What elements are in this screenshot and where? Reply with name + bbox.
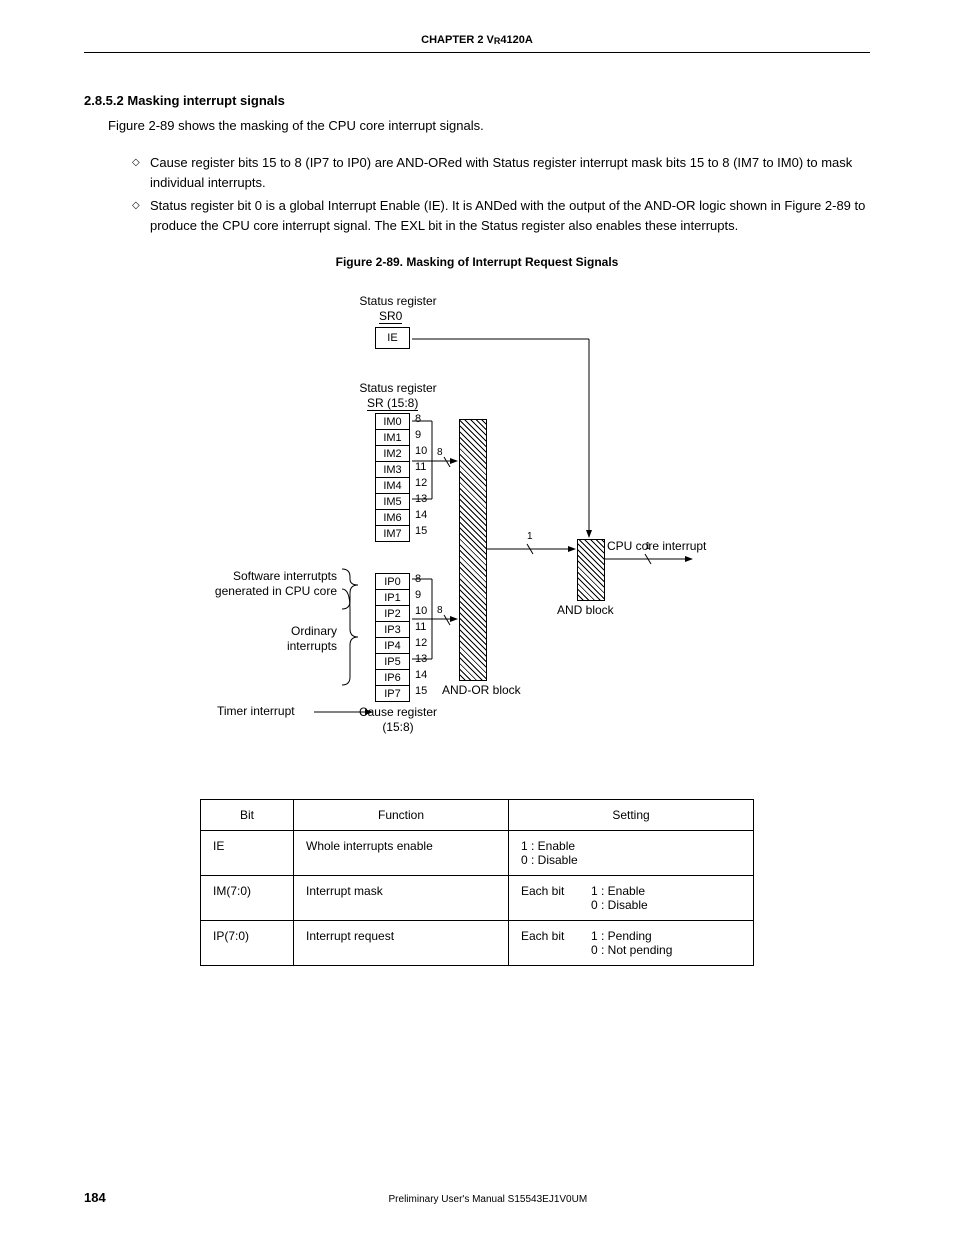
- im-box: IM0: [375, 413, 410, 430]
- timer-interrupt-label: Timer interrupt: [217, 704, 295, 718]
- ie-box: IE: [375, 327, 410, 349]
- im-box: IM5: [375, 493, 410, 510]
- ip-bit: 8: [415, 573, 421, 585]
- cpu-core-interrupt-label: CPU core interrupt: [607, 539, 706, 553]
- table-cell: Each bit 1 : Pending 0 : Not pending: [509, 921, 754, 966]
- page-header: CHAPTER 2 VR4120A: [84, 30, 870, 53]
- and-or-block: [459, 419, 487, 681]
- im-bit: 9: [415, 429, 421, 441]
- ip-bit: 14: [415, 669, 427, 681]
- im-box: IM3: [375, 461, 410, 478]
- im-bit: 8: [415, 413, 421, 425]
- table-cell: 1 : Enable 0 : Disable: [509, 831, 754, 876]
- header-chapter: CHAPTER 2 VR4120A: [421, 34, 533, 46]
- ip-bit: 9: [415, 589, 421, 601]
- header-model: 4120A: [500, 34, 532, 46]
- and-block: [577, 539, 605, 601]
- ip-box: IP3: [375, 621, 410, 638]
- cause-register-label: Cause register: [352, 705, 444, 719]
- interrupts-label: interrupts: [257, 639, 337, 653]
- table-cell: IP(7:0): [201, 921, 294, 966]
- table-row: IP(7:0) Interrupt request Each bit 1 : P…: [201, 921, 754, 966]
- ip-bit: 12: [415, 637, 427, 649]
- width-1-label: 1: [645, 541, 651, 552]
- ip-box: IP6: [375, 669, 410, 686]
- bullet-list: ◇ Cause register bits 15 to 8 (IP7 to IP…: [132, 153, 870, 235]
- im-box: IM6: [375, 509, 410, 526]
- bullet-text: Cause register bits 15 to 8 (IP7 to IP0)…: [150, 153, 870, 192]
- table-row: IE Whole interrupts enable 1 : Enable 0 …: [201, 831, 754, 876]
- width-8-label: 8: [437, 605, 443, 616]
- diamond-bullet-icon: ◇: [132, 153, 150, 192]
- section-title: 2.8.5.2 Masking interrupt signals: [84, 93, 870, 108]
- header-sub: R: [494, 36, 501, 46]
- generated-label: generated in CPU core: [197, 584, 337, 598]
- figure-title: Figure 2-89. Masking of Interrupt Reques…: [84, 255, 870, 269]
- bullet-item: ◇ Cause register bits 15 to 8 (IP7 to IP…: [132, 153, 870, 192]
- page-footer: 184 Preliminary User's Manual S15543EJ1V…: [84, 1190, 870, 1205]
- ip-box: IP0: [375, 573, 410, 590]
- ip-box: IP2: [375, 605, 410, 622]
- bit-function-table: Bit Function Setting IE Whole interrupts…: [200, 799, 754, 966]
- ip-box: IP5: [375, 653, 410, 670]
- im-box: IM7: [375, 525, 410, 542]
- interrupt-masking-diagram: Status register SR0 IE Status register S…: [197, 299, 757, 779]
- table-cell: Interrupt request: [294, 921, 509, 966]
- ip-bit: 10: [415, 605, 427, 617]
- table-header: Setting: [509, 800, 754, 831]
- im-box: IM2: [375, 445, 410, 462]
- status-register-label-2: Status register: [352, 381, 444, 395]
- footer-text: Preliminary User's Manual S15543EJ1V0UM: [106, 1194, 870, 1205]
- table-cell: Whole interrupts enable: [294, 831, 509, 876]
- width-8-label: 8: [437, 447, 443, 458]
- intro-text: Figure 2-89 shows the masking of the CPU…: [108, 118, 870, 133]
- im-bit: 11: [415, 461, 426, 473]
- page-number: 184: [84, 1190, 106, 1205]
- table-cell: IE: [201, 831, 294, 876]
- cause-bits-label: (15:8): [352, 720, 444, 734]
- im-bit: 15: [415, 525, 427, 537]
- table-cell: Each bit 1 : Enable 0 : Disable: [509, 876, 754, 921]
- ip-box: IP4: [375, 637, 410, 654]
- ip-box: IP7: [375, 685, 410, 702]
- table-header: Function: [294, 800, 509, 831]
- bullet-text: Status register bit 0 is a global Interr…: [150, 196, 870, 235]
- status-register-label: Status register: [352, 294, 444, 308]
- header-chapter-text: CHAPTER 2 V: [421, 34, 494, 46]
- im-bit: 10: [415, 445, 427, 457]
- and-block-label: AND block: [557, 603, 614, 617]
- table-header: Bit: [201, 800, 294, 831]
- software-interrupts-label: Software interrutpts: [207, 569, 337, 583]
- table-row: IM(7:0) Interrupt mask Each bit 1 : Enab…: [201, 876, 754, 921]
- sr0-label: SR0: [379, 309, 402, 324]
- im-bit: 12: [415, 477, 427, 489]
- ip-box: IP1: [375, 589, 410, 606]
- ordinary-label: Ordinary: [257, 624, 337, 638]
- im-box: IM4: [375, 477, 410, 494]
- diamond-bullet-icon: ◇: [132, 196, 150, 235]
- ip-bit: 13: [415, 653, 427, 665]
- bullet-item: ◇ Status register bit 0 is a global Inte…: [132, 196, 870, 235]
- im-bit: 13: [415, 493, 427, 505]
- sr158-label: SR (15:8): [367, 396, 418, 411]
- im-bit: 14: [415, 509, 427, 521]
- table-header-row: Bit Function Setting: [201, 800, 754, 831]
- and-or-block-label: AND-OR block: [442, 683, 521, 697]
- ip-bit: 11: [415, 621, 426, 633]
- ip-bit: 15: [415, 685, 427, 697]
- im-box: IM1: [375, 429, 410, 446]
- width-1-label: 1: [527, 531, 533, 542]
- table-cell: IM(7:0): [201, 876, 294, 921]
- table-cell: Interrupt mask: [294, 876, 509, 921]
